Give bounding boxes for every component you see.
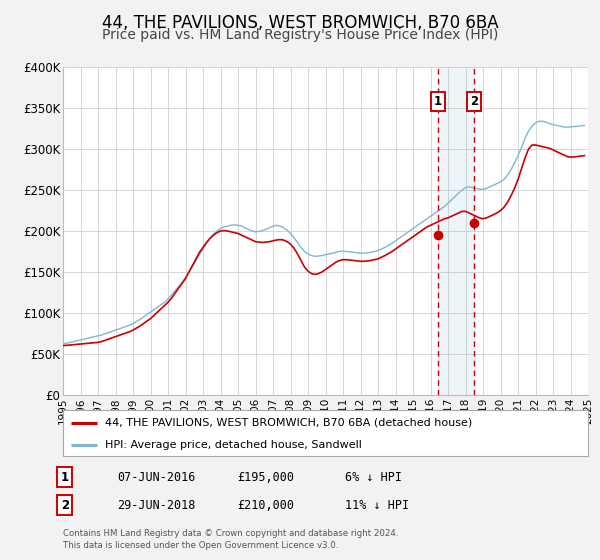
Text: 29-JUN-2018: 29-JUN-2018 — [117, 498, 196, 512]
Text: 07-JUN-2016: 07-JUN-2016 — [117, 470, 196, 484]
Text: 2: 2 — [470, 95, 478, 108]
Text: 44, THE PAVILIONS, WEST BROMWICH, B70 6BA (detached house): 44, THE PAVILIONS, WEST BROMWICH, B70 6B… — [105, 418, 472, 428]
Text: This data is licensed under the Open Government Licence v3.0.: This data is licensed under the Open Gov… — [63, 541, 338, 550]
Text: HPI: Average price, detached house, Sandwell: HPI: Average price, detached house, Sand… — [105, 440, 362, 450]
Text: 6% ↓ HPI: 6% ↓ HPI — [345, 470, 402, 484]
Text: Contains HM Land Registry data © Crown copyright and database right 2024.: Contains HM Land Registry data © Crown c… — [63, 529, 398, 538]
Text: 11% ↓ HPI: 11% ↓ HPI — [345, 498, 409, 512]
Text: £210,000: £210,000 — [237, 498, 294, 512]
Text: 2: 2 — [61, 498, 69, 512]
Text: 1: 1 — [61, 470, 69, 484]
Text: Price paid vs. HM Land Registry's House Price Index (HPI): Price paid vs. HM Land Registry's House … — [102, 28, 498, 42]
Text: 1: 1 — [434, 95, 442, 108]
Bar — [438, 67, 474, 395]
Text: £195,000: £195,000 — [237, 470, 294, 484]
Text: 44, THE PAVILIONS, WEST BROMWICH, B70 6BA: 44, THE PAVILIONS, WEST BROMWICH, B70 6B… — [101, 14, 499, 32]
